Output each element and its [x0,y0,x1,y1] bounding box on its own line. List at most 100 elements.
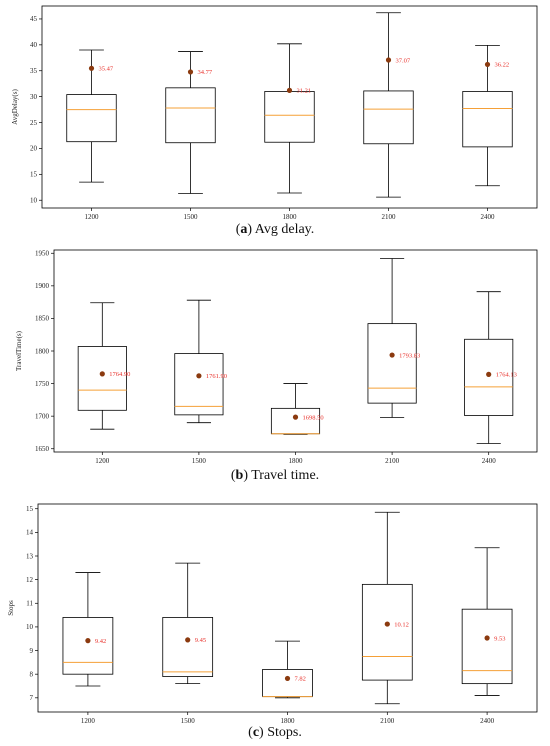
mean-marker [389,352,395,358]
mean-value-label: 35.47 [99,66,114,73]
x-tick-label: 2100 [382,213,397,220]
box [461,608,513,685]
y-tick-label: 35 [30,67,38,75]
mean-value-label: 7.82 [295,676,306,683]
mean-value-label: 9.42 [95,638,106,645]
y-tick-label: 1750 [35,380,50,388]
y-tick-label: 1850 [35,315,50,323]
y-tick-label: 15 [26,505,34,513]
y-tick-label: 9 [30,647,34,655]
mean-marker [284,675,291,682]
x-tick-label: 2100 [385,457,400,465]
box [264,91,315,143]
mean-marker [286,87,293,93]
box [361,583,413,681]
y-axis-label: AvgDelay(s) [11,89,19,125]
x-tick-label: 1800 [281,717,296,723]
x-tick-label: 1500 [184,213,199,220]
mean-value-label: 9.53 [494,635,505,642]
chart-panel-travel-time: 1650 1700 1750 1800 1850 1900 1950 TravelTime(s… [0,244,550,466]
box [462,91,513,148]
x-tick-label: 1500 [181,717,196,723]
y-tick-label: 11 [26,600,33,608]
y-tick-label: 13 [26,552,34,560]
x-tick-label: 2400 [481,213,496,220]
mean-marker [99,371,105,377]
x-tick-label: 2400 [480,717,495,723]
x-tick-label: 1200 [85,213,100,220]
x-tick-label: 1800 [289,457,304,465]
caption-letter: a [240,222,248,237]
caption-travel-time: (b) Travel time. [230,468,320,483]
mean-marker [292,414,299,420]
box [62,617,114,675]
box [77,346,127,411]
y-axis-label: Stops [7,600,15,616]
mean-marker [484,635,490,641]
mean-marker [85,638,91,644]
caption-text: Travel time. [247,468,320,483]
mean-marker [187,69,194,75]
mean-marker [185,637,191,643]
mean-value-label: 36.22 [495,62,510,69]
caption-letter: b [235,468,244,483]
box [367,323,417,404]
mean-value-label: 37.07 [396,57,411,64]
x-tick-label: 2100 [380,717,395,723]
y-tick-label: 7 [30,694,34,702]
box [262,669,313,698]
x-tick-label: 1800 [283,213,298,220]
mean-value-label: 1698.50 [303,414,324,421]
caption-letter: c [252,725,260,740]
y-tick-label: 1700 [35,412,50,420]
chart-panel-avg-delay: 10 15 20 25 30 35 40 45 AvgDelay(s) 1200 1500 1800 2… [0,0,550,220]
y-tick-label: 10 [26,623,34,631]
x-tick-label: 1500 [192,457,207,465]
mean-marker [88,65,95,71]
caption-text: Avg delay. [252,222,315,237]
mean-value-label: 31.21 [297,88,312,95]
box [174,353,224,416]
mean-marker [484,61,491,68]
box [165,87,216,144]
y-tick-label: 1650 [35,445,50,453]
mean-marker [196,373,202,379]
y-axis-label: TravelTime(s) [15,330,23,371]
y-tick-label: 45 [30,15,38,23]
chart-panel-stops: 7 8 9 10 11 12 13 14 15 Stops 1200 1500 1800 2100 2400… [0,491,550,723]
y-tick-label: 10 [30,197,38,205]
stops-chart: 7 8 9 10 11 12 13 14 15 Stops 1200 1500 1800 2100 2400… [7,503,538,723]
y-tick-label: 1900 [35,282,50,290]
y-tick-label: 30 [30,93,38,101]
box [363,90,414,145]
y-tick-label: 15 [30,171,38,179]
caption-text: Stops. [263,725,302,740]
mean-value-label: 10.12 [394,621,409,628]
box [464,338,514,416]
box [66,94,117,143]
y-tick-label: 40 [30,41,38,49]
box [162,617,214,677]
mean-value-label: 1764.13 [496,372,517,379]
y-tick-label: 20 [30,145,38,153]
mean-value-label: 34.77 [198,69,213,76]
y-tick-label: 1800 [35,347,50,355]
mean-value-label: 1793.83 [399,352,420,359]
y-tick-label: 1950 [35,250,50,258]
caption-avg-delay: (a) Avg delay. [235,222,315,237]
travel-time-chart: 1650 1700 1750 1800 1850 1900 1950 TravelTime(s… [15,250,538,465]
caption-stops: (c) Stops. [248,725,302,740]
y-tick-label: 14 [26,529,34,537]
avg-delay-chart: 10 15 20 25 30 35 40 45 AvgDelay(s) 1200 1500 1800 2… [11,5,538,220]
x-tick-label: 2400 [482,457,497,465]
mean-marker [384,621,390,627]
mean-value-label: 9.45 [195,637,206,644]
mean-value-label: 1761.90 [206,373,227,380]
mean-marker [385,57,392,63]
mean-value-label: 1764.90 [109,371,130,378]
mean-marker [486,371,492,377]
y-tick-label: 8 [30,670,34,678]
y-tick-label: 12 [26,576,34,584]
x-tick-label: 1200 [81,717,96,723]
y-tick-label: 25 [30,119,38,127]
